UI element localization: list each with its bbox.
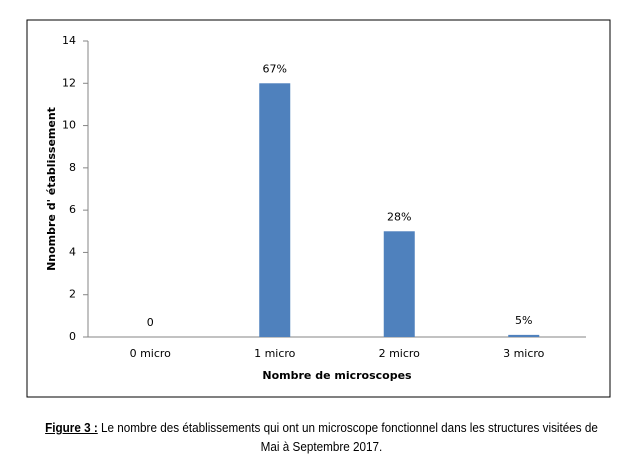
y-tick-label: 12 (62, 76, 76, 89)
y-tick-label: 6 (69, 203, 76, 216)
x-tick-label: 0 micro (130, 347, 172, 360)
y-tick-label: 2 (69, 288, 76, 301)
y-tick-label: 4 (69, 245, 76, 258)
caption-label: Figure 3 : (45, 420, 98, 435)
caption-text: Le nombre des établissements qui ont un … (101, 420, 598, 454)
bar (508, 334, 540, 337)
value-label: 67% (263, 62, 287, 75)
value-label: 28% (387, 210, 411, 223)
chart-border (26, 19, 611, 398)
x-axis-title: Nombre de microscopes (262, 369, 412, 382)
x-tick-label: 2 micro (379, 347, 421, 360)
y-tick-label: 10 (62, 119, 76, 132)
value-label: 0 (147, 316, 154, 329)
x-tick-label: 3 micro (503, 347, 545, 360)
y-tick-label: 8 (69, 161, 76, 174)
bar (383, 231, 415, 337)
bar (259, 83, 291, 338)
x-tick-label: 1 micro (254, 347, 296, 360)
y-tick-label: 14 (62, 34, 76, 47)
caption: Figure 3 : Le nombre des établissements … (41, 418, 602, 456)
y-tick-label: 0 (69, 330, 76, 343)
value-label: 5% (515, 314, 532, 327)
y-axis-title: Nnombre d' établissement (45, 107, 58, 271)
